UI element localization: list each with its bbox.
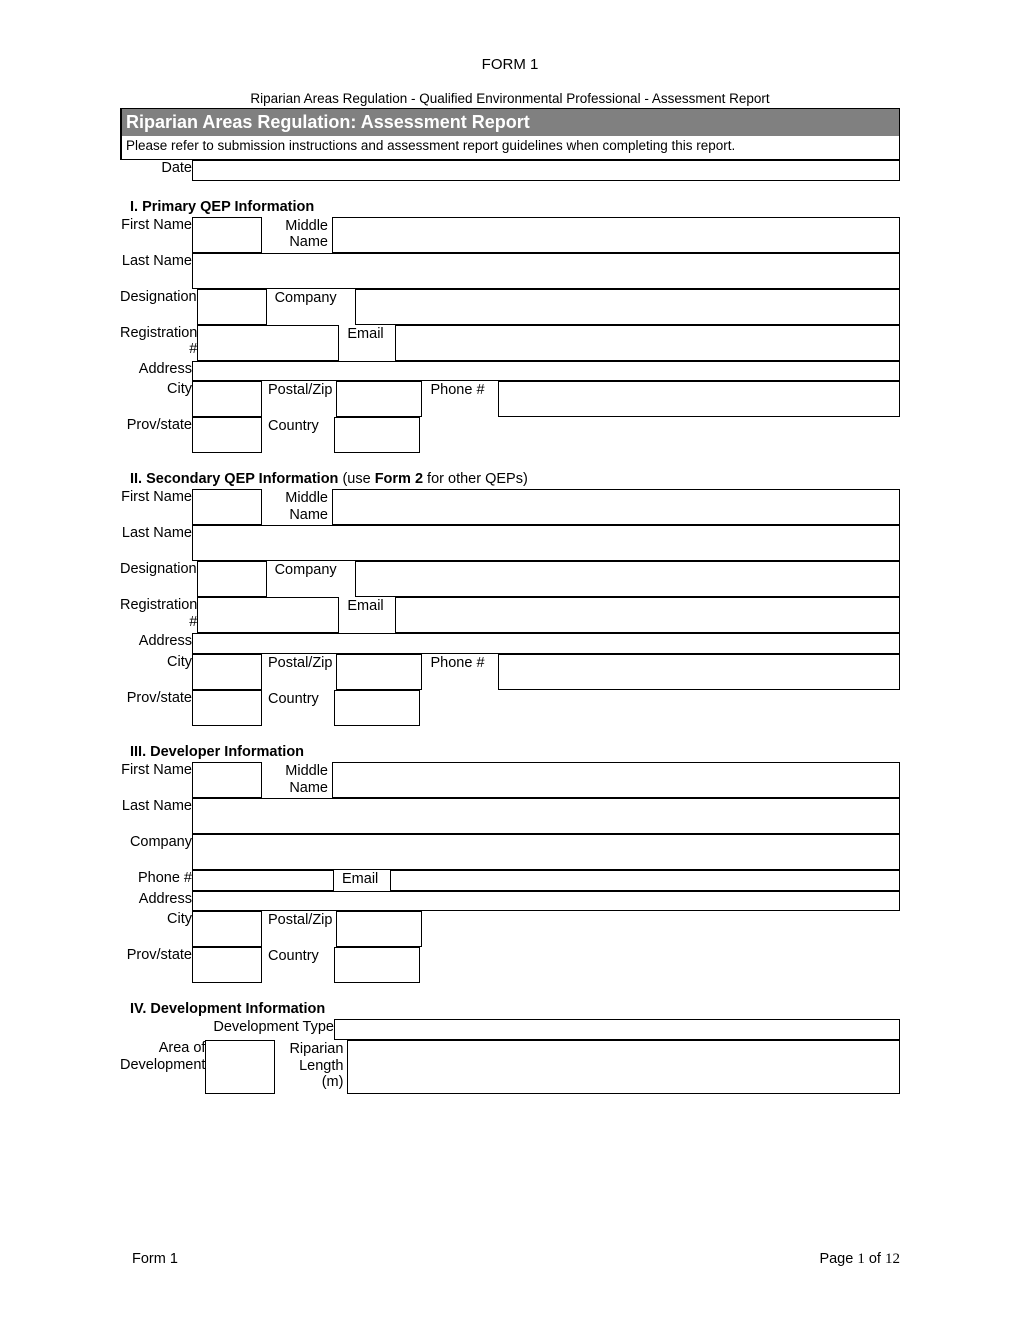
s2-middlename-label: Middle Name (262, 489, 332, 524)
s3-email-label: Email (334, 870, 390, 889)
date-input[interactable] (192, 160, 900, 181)
s3-company-label: Company (120, 834, 192, 870)
s1-middlename-input[interactable] (332, 217, 900, 253)
form-title: FORM 1 (120, 56, 900, 73)
s2-country-input[interactable] (334, 690, 420, 726)
s2-middlename-input[interactable] (332, 489, 900, 525)
s1-city-input[interactable] (192, 381, 262, 417)
s3-lastname-label: Last Name (120, 798, 192, 834)
s3-email-input[interactable] (390, 870, 900, 891)
section-2-heading: II. Secondary QEP Information (use Form … (130, 471, 900, 487)
s3-phone-label: Phone # (120, 870, 192, 891)
s2-phone-input[interactable] (498, 654, 900, 690)
s3-middlename-label: Middle Name (262, 762, 332, 797)
s1-prov-input[interactable] (192, 417, 262, 453)
s3-city-label: City (120, 911, 192, 947)
s2-company-input[interactable] (355, 561, 900, 597)
s3-prov-label: Prov/state (120, 947, 192, 983)
s2-address-input[interactable] (192, 633, 900, 654)
section-1-heading: I. Primary QEP Information (130, 199, 900, 215)
form-subheader: Riparian Areas Regulation - Qualified En… (120, 91, 900, 106)
footer-form-label: Form 1 (132, 1251, 178, 1268)
section-3-heading: III. Developer Information (130, 744, 900, 760)
s3-country-input[interactable] (334, 947, 420, 983)
s3-firstname-input[interactable] (192, 762, 262, 798)
s3-phone-input[interactable] (192, 870, 334, 891)
s1-middlename-label: Middle Name (262, 217, 332, 252)
s2-registration-label: Registration # (120, 597, 197, 633)
s1-registration-input[interactable] (197, 325, 339, 361)
s3-middlename-input[interactable] (332, 762, 900, 798)
s2-company-label: Company (267, 561, 355, 580)
s2-prov-input[interactable] (192, 690, 262, 726)
s1-email-label: Email (339, 325, 395, 344)
s1-registration-label: Registration # (120, 325, 197, 361)
s3-country-label: Country (262, 947, 334, 966)
s2-lastname-input[interactable] (192, 525, 900, 561)
footer-page-number: Page 1 of 12 (819, 1251, 900, 1268)
s1-phone-input[interactable] (498, 381, 900, 417)
s4-devtype-label: Development Type (120, 1019, 334, 1040)
s2-lastname-label: Last Name (120, 525, 192, 561)
s1-phone-label: Phone # (422, 381, 498, 400)
s2-firstname-input[interactable] (192, 489, 262, 525)
s2-country-label: Country (262, 690, 334, 709)
s3-city-input[interactable] (192, 911, 262, 947)
s2-registration-input[interactable] (197, 597, 339, 633)
s1-lastname-input[interactable] (192, 253, 900, 289)
s2-city-input[interactable] (192, 654, 262, 690)
s4-area-input[interactable] (205, 1040, 275, 1094)
s2-prov-label: Prov/state (120, 690, 192, 726)
s1-postal-input[interactable] (336, 381, 422, 417)
s1-company-input[interactable] (355, 289, 900, 325)
date-label: Date (120, 160, 192, 181)
s2-postal-label: Postal/Zip (262, 654, 336, 673)
s3-prov-input[interactable] (192, 947, 262, 983)
s1-lastname-label: Last Name (120, 253, 192, 289)
s2-email-label: Email (339, 597, 395, 616)
report-title-bar: Riparian Areas Regulation: Assessment Re… (121, 108, 900, 136)
s1-email-input[interactable] (395, 325, 900, 361)
s4-devtype-input[interactable] (334, 1019, 900, 1040)
s1-company-label: Company (267, 289, 355, 308)
s1-postal-label: Postal/Zip (262, 381, 336, 400)
s1-prov-label: Prov/state (120, 417, 192, 453)
s4-riparian-input[interactable] (347, 1040, 900, 1094)
s3-company-input[interactable] (192, 834, 900, 870)
s1-firstname-label: First Name (120, 217, 192, 253)
section-4-heading: IV. Development Information (130, 1001, 900, 1017)
instructions-text: Please refer to submission instructions … (121, 136, 900, 160)
s2-postal-input[interactable] (336, 654, 422, 690)
s1-designation-label: Designation (120, 289, 197, 325)
s3-lastname-input[interactable] (192, 798, 900, 834)
s2-designation-input[interactable] (197, 561, 267, 597)
s4-riparian-label: Riparian Length (m) (275, 1040, 347, 1092)
s2-address-label: Address (120, 633, 192, 654)
s1-firstname-input[interactable] (192, 217, 262, 253)
s3-address-label: Address (120, 891, 192, 912)
s1-city-label: City (120, 381, 192, 417)
s3-address-input[interactable] (192, 891, 900, 912)
s2-email-input[interactable] (395, 597, 900, 633)
s3-firstname-label: First Name (120, 762, 192, 798)
s1-designation-input[interactable] (197, 289, 267, 325)
s3-postal-label: Postal/Zip (262, 911, 336, 930)
s2-phone-label: Phone # (422, 654, 498, 673)
s4-area-label: Area of Development (120, 1040, 205, 1094)
s1-country-input[interactable] (334, 417, 420, 453)
s2-designation-label: Designation (120, 561, 197, 597)
s1-address-label: Address (120, 361, 192, 382)
s1-country-label: Country (262, 417, 334, 436)
s3-postal-input[interactable] (336, 911, 422, 947)
s2-city-label: City (120, 654, 192, 690)
s1-address-input[interactable] (192, 361, 900, 382)
s2-firstname-label: First Name (120, 489, 192, 525)
